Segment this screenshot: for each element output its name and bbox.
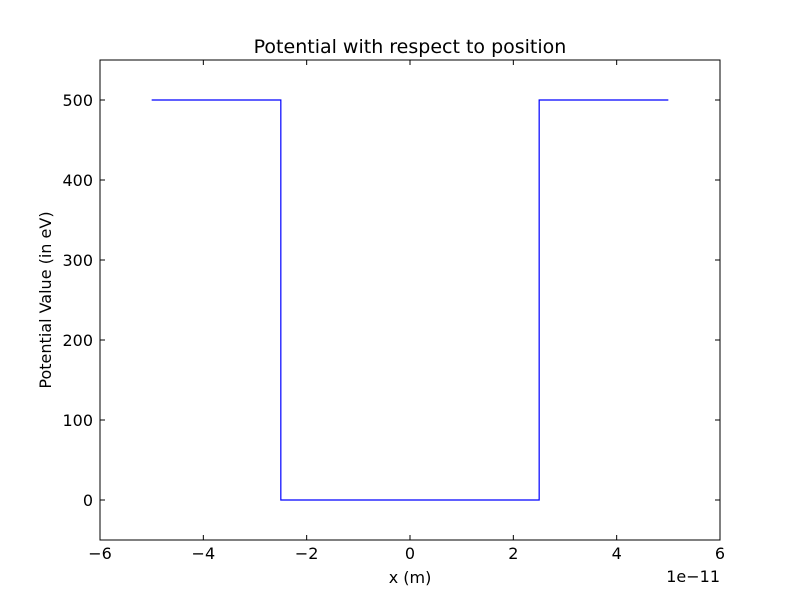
y-tick-label: 200 [62,331,93,350]
y-axis-label: Potential Value (in eV) [36,211,55,388]
x-axis-label: x (m) [389,568,432,587]
x-tick-label: −2 [295,544,319,563]
chart-title: Potential with respect to position [254,36,567,58]
x-tick-label: 0 [405,544,415,563]
x-tick-label: −4 [192,544,216,563]
x-tick-label: 6 [715,544,725,563]
x-axis-offset-label: 1e−11 [666,567,720,586]
series-line-0 [151,99,669,501]
x-tick-label: 2 [508,544,518,563]
y-tick-label: 100 [62,411,93,430]
plot-area: −6 −4 −2 0 2 4 6 0 100 200 300 400 500 [62,59,725,563]
y-tick-label: 0 [83,491,93,510]
y-tick-label: 500 [62,91,93,110]
y-tick-label: 300 [62,251,93,270]
plot-frame [99,59,721,541]
x-tick-label: 4 [612,544,622,563]
x-tick-label: −6 [88,544,112,563]
y-tick-label: 400 [62,171,93,190]
